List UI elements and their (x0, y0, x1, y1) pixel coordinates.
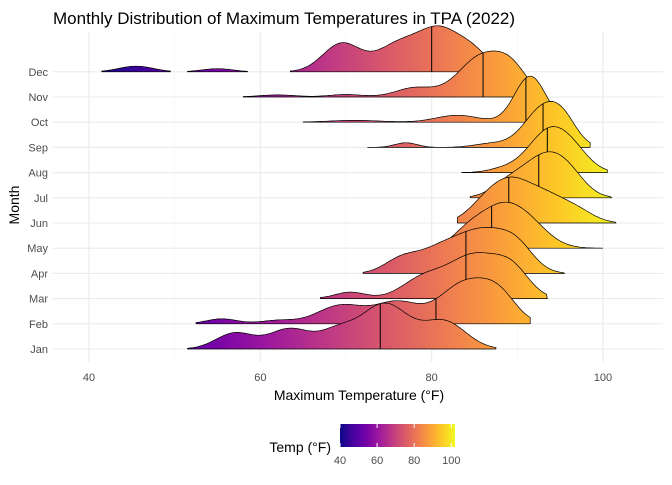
y-tick-label: Mar (29, 294, 48, 306)
y-tick-label: Oct (31, 117, 48, 129)
y-tick-label: May (27, 243, 48, 255)
y-tick-label: Feb (29, 319, 48, 331)
legend-tick-label: 100 (442, 455, 460, 467)
x-tick-label: 80 (426, 372, 438, 384)
y-tick-label: Jan (30, 344, 48, 356)
density-area (187, 302, 497, 350)
density-area (242, 50, 540, 98)
y-tick-labels: Jan Feb Mar Apr May Jun Jul Aug Sep Oct Nov Dec (27, 67, 48, 356)
legend-tick-label: 40 (334, 455, 346, 467)
ridges (101, 25, 617, 350)
ridge-dec (101, 25, 501, 73)
density-area (195, 277, 531, 325)
y-tick-label: Jun (30, 218, 48, 230)
legend-tick-label: 80 (408, 455, 420, 467)
x-axis-label: Maximum Temperature (°F) (274, 387, 444, 403)
x-tick-labels: 40 60 80 100 (83, 372, 612, 384)
color-legend: Temp (°F) 40 60 80 100 (269, 424, 460, 467)
ridge-nov (242, 50, 540, 98)
density-area (461, 126, 608, 173)
y-tick-label: Nov (28, 92, 48, 104)
y-axis-label: Month (6, 186, 22, 225)
density-area (367, 101, 591, 148)
x-tick-label: 60 (254, 372, 266, 384)
chart-title: Monthly Distribution of Maximum Temperat… (53, 9, 515, 28)
density-area (187, 68, 248, 73)
legend-colorbar (340, 424, 455, 447)
y-tick-label: Jul (34, 193, 48, 205)
legend-tick-label: 60 (371, 455, 383, 467)
y-tick-label: Apr (31, 268, 48, 280)
y-tick-label: Dec (28, 67, 48, 79)
legend-ticks: 40 60 80 100 (334, 424, 460, 467)
x-tick-label: 100 (594, 372, 612, 384)
y-tick-label: Aug (28, 168, 48, 180)
density-area (101, 65, 171, 73)
legend-title: Temp (°F) (269, 439, 331, 455)
ridge-jan (187, 302, 497, 350)
density-area (289, 25, 501, 73)
y-tick-label: Sep (28, 142, 48, 154)
x-tick-label: 40 (83, 372, 95, 384)
